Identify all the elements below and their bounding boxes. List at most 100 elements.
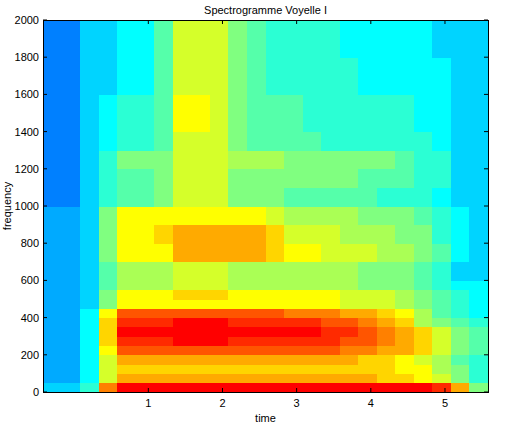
- cell: [43, 132, 62, 151]
- y-tick: [484, 20, 488, 21]
- cell: [395, 373, 414, 383]
- cell: [136, 206, 155, 225]
- cell: [321, 169, 340, 188]
- cell: [228, 169, 247, 188]
- cell: [321, 373, 340, 383]
- cell: [432, 280, 451, 290]
- cell: [43, 169, 62, 188]
- cell: [321, 132, 340, 151]
- cell: [395, 383, 414, 392]
- cell: [173, 383, 192, 392]
- cell: [469, 20, 488, 58]
- cell: [228, 187, 247, 206]
- cell: [358, 336, 377, 346]
- cell: [80, 20, 99, 58]
- cell: [99, 373, 118, 383]
- cell: [284, 383, 303, 392]
- cell: [136, 355, 155, 365]
- y-tick: [484, 280, 488, 281]
- cell: [432, 318, 451, 328]
- cell: [377, 299, 396, 309]
- cell: [247, 262, 266, 281]
- y-axis-title: frequency: [1, 181, 13, 230]
- cell: [191, 290, 210, 300]
- cell: [321, 318, 340, 328]
- cell: [451, 346, 470, 356]
- cell: [228, 308, 247, 318]
- cell: [451, 299, 470, 309]
- cell: [117, 290, 136, 300]
- cell: [340, 243, 359, 262]
- cell: [321, 336, 340, 346]
- cell: [321, 383, 340, 392]
- cell: [154, 308, 173, 318]
- y-tick-label: 1000: [15, 200, 39, 212]
- cell: [303, 94, 322, 132]
- cell: [414, 355, 433, 365]
- cell: [99, 150, 118, 169]
- cell: [469, 243, 488, 262]
- cell: [62, 373, 81, 383]
- cell: [266, 225, 285, 244]
- cell: [136, 383, 155, 392]
- cell: [173, 225, 192, 244]
- cell: [80, 243, 99, 262]
- cell: [117, 20, 136, 58]
- cell: [210, 94, 229, 132]
- cell: [432, 336, 451, 346]
- cell: [117, 57, 136, 95]
- cell: [266, 327, 285, 337]
- cell: [247, 187, 266, 206]
- cell: [303, 336, 322, 346]
- cell: [432, 383, 451, 392]
- cell: [266, 336, 285, 346]
- cell: [173, 327, 192, 337]
- cell: [395, 355, 414, 365]
- y-tick: [43, 94, 47, 95]
- y-tick-label: 2000: [15, 14, 39, 26]
- cell: [62, 150, 81, 169]
- cell: [395, 280, 414, 290]
- cell: [80, 94, 99, 132]
- cell: [191, 346, 210, 356]
- cell: [191, 94, 210, 132]
- cell: [99, 206, 118, 225]
- cell: [43, 355, 62, 365]
- cell: [303, 327, 322, 337]
- cell: [191, 150, 210, 169]
- cell: [117, 169, 136, 188]
- cell: [340, 373, 359, 383]
- cell: [469, 318, 488, 328]
- cell: [321, 280, 340, 290]
- cell: [136, 318, 155, 328]
- cell: [117, 355, 136, 365]
- cell: [99, 346, 118, 356]
- cell: [358, 364, 377, 374]
- cell: [321, 206, 340, 225]
- cell: [377, 262, 396, 281]
- x-tick: [296, 388, 297, 392]
- x-tick: [148, 20, 149, 24]
- cell: [321, 225, 340, 244]
- cell: [432, 57, 451, 95]
- cell: [136, 290, 155, 300]
- cell: [43, 187, 62, 206]
- cell: [284, 327, 303, 337]
- cell: [266, 243, 285, 262]
- x-tick: [222, 388, 223, 392]
- cell: [191, 318, 210, 328]
- cell: [62, 364, 81, 374]
- cell: [321, 364, 340, 374]
- cell: [173, 132, 192, 151]
- cell: [469, 57, 488, 95]
- cell: [210, 346, 229, 356]
- cell: [43, 318, 62, 328]
- cell: [340, 327, 359, 337]
- cell: [266, 290, 285, 300]
- cell: [228, 336, 247, 346]
- cell: [414, 280, 433, 290]
- cell: [321, 94, 340, 132]
- x-tick: [370, 388, 371, 392]
- cell: [340, 290, 359, 300]
- cell: [173, 290, 192, 300]
